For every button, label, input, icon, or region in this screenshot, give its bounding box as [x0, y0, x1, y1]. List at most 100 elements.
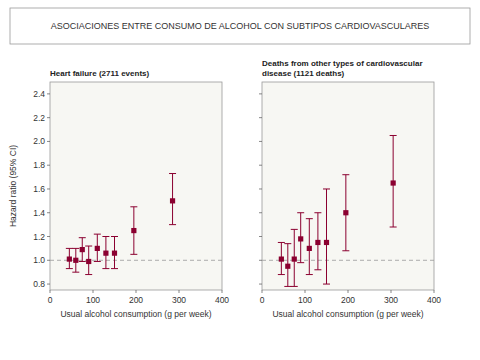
x-tick-label: 300	[384, 295, 398, 305]
marks	[50, 174, 222, 275]
title-box	[10, 8, 470, 44]
y-tick	[259, 212, 262, 213]
x-tick	[179, 290, 180, 293]
error-bar	[284, 244, 291, 287]
x-tick	[391, 290, 392, 293]
error-bar	[72, 248, 79, 272]
plot-frame	[50, 82, 222, 290]
x-tick-label: 0	[260, 295, 265, 305]
x-tick	[93, 290, 94, 293]
x-tick-label: 200	[341, 295, 355, 305]
x-tick	[305, 290, 306, 293]
point	[67, 256, 72, 261]
point	[343, 210, 348, 215]
error-bar	[94, 234, 101, 261]
point	[131, 228, 136, 233]
error-bar	[306, 219, 313, 275]
x-tick	[222, 290, 223, 293]
y-tick-label: 2.4	[33, 89, 45, 99]
error-bar	[291, 229, 298, 286]
error-bar	[130, 207, 137, 255]
point	[112, 251, 117, 256]
x-tick-label: 100	[86, 295, 100, 305]
y-tick-label: 1.4	[33, 208, 45, 218]
error-bar	[323, 189, 330, 284]
error-bar	[102, 237, 109, 269]
point	[315, 240, 320, 245]
y-tick	[47, 165, 50, 166]
chart: ASOCIACIONES ENTRE CONSUMO DE ALCOHOL CO…	[0, 0, 480, 360]
point	[292, 256, 297, 261]
point	[298, 236, 303, 241]
y-tick	[47, 141, 50, 142]
x-tick-label: 400	[427, 295, 441, 305]
point	[103, 251, 108, 256]
x-axis-label: Usual alcohol consumption (g per week)	[272, 309, 423, 319]
error-bar	[342, 175, 349, 251]
title: ASOCIACIONES ENTRE CONSUMO DE ALCOHOL CO…	[51, 21, 430, 31]
y-tick-label: 0.8	[33, 279, 45, 289]
y-tick	[47, 117, 50, 118]
y-tick	[259, 165, 262, 166]
error-bar	[111, 237, 118, 269]
y-tick	[47, 212, 50, 213]
y-axis-label: Hazard ratio (95% CI)	[8, 145, 18, 227]
x-tick-label: 0	[48, 295, 53, 305]
panel-title: Heart failure (2711 events)	[50, 69, 149, 78]
point	[279, 256, 284, 261]
y-tick	[259, 141, 262, 142]
x-tick	[262, 290, 263, 293]
y-tick-label: 2.0	[33, 136, 45, 146]
y-tick	[47, 284, 50, 285]
y-tick	[259, 260, 262, 261]
x-tick	[50, 290, 51, 293]
plot-frame	[262, 82, 434, 290]
y-tick-label: 1.8	[33, 160, 45, 170]
point	[391, 180, 396, 185]
panel-title: Deaths from other types of cardiovascula…	[262, 59, 423, 78]
error-bar	[390, 135, 397, 227]
y-tick-label: 1.6	[33, 184, 45, 194]
error-bar	[314, 213, 321, 270]
error-bar	[169, 174, 176, 225]
point	[170, 198, 175, 203]
error-bar	[66, 248, 73, 268]
panel: 0 100 200 300 400 Deaths from other types of …	[259, 59, 441, 319]
panel-title-line: Deaths from other types of cardiovascula…	[262, 59, 423, 68]
point	[285, 264, 290, 269]
point	[95, 246, 100, 251]
panel: 0.8 1.0 1.2 1.4 1.6 1.8 2.0 2.2 2.4 0 100 200 300 400…	[8, 69, 229, 319]
y-tick	[47, 260, 50, 261]
y-tick-label: 1.0	[33, 255, 45, 265]
panel-title-line: Heart failure (2711 events)	[50, 69, 149, 78]
point	[80, 247, 85, 252]
y-tick	[259, 188, 262, 189]
point	[73, 258, 78, 263]
panel-title-line: disease (1121 deaths)	[262, 69, 345, 78]
y-tick-label: 2.2	[33, 113, 45, 123]
marks	[262, 135, 434, 286]
x-tick-label: 300	[172, 295, 186, 305]
error-bar	[278, 242, 285, 274]
x-tick	[348, 290, 349, 293]
y-tick	[259, 117, 262, 118]
error-bar	[85, 246, 92, 275]
x-axis-label: Usual alcohol consumption (g per week)	[60, 309, 211, 319]
y-tick	[259, 284, 262, 285]
error-bar	[297, 213, 304, 263]
point	[307, 246, 312, 251]
x-tick-label: 200	[129, 295, 143, 305]
point	[324, 240, 329, 245]
error-bar	[79, 238, 86, 262]
y-tick	[259, 93, 262, 94]
x-tick	[434, 290, 435, 293]
x-tick-label: 400	[215, 295, 229, 305]
y-tick	[47, 236, 50, 237]
y-tick	[259, 236, 262, 237]
x-tick-label: 100	[298, 295, 312, 305]
y-tick	[47, 93, 50, 94]
y-tick-label: 1.2	[33, 232, 45, 242]
point	[86, 259, 91, 264]
y-tick	[47, 188, 50, 189]
x-tick	[136, 290, 137, 293]
